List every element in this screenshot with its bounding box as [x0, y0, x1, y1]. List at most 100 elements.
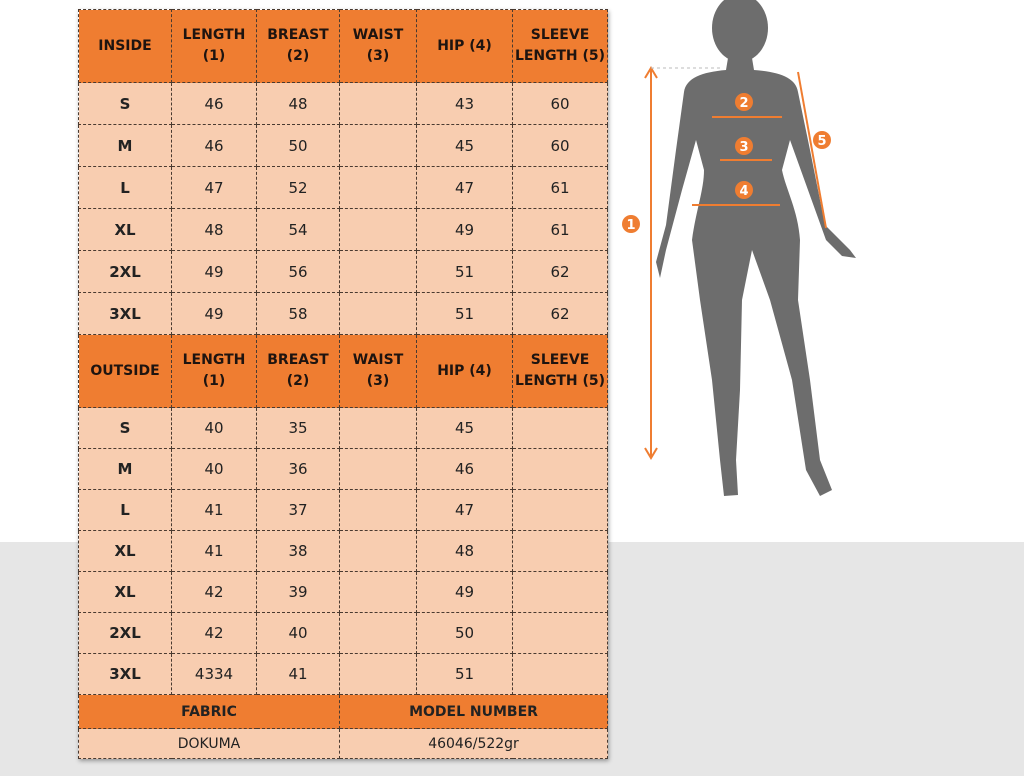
value-cell — [339, 530, 417, 572]
svg-text:5: 5 — [817, 134, 826, 149]
table-row: M 40 36 46 — [78, 448, 608, 490]
value-cell: 46 — [171, 124, 257, 167]
value-cell — [339, 571, 417, 613]
column-header: SLEEVE LENGTH (5) — [512, 334, 608, 408]
value-cell: 47 — [416, 489, 513, 531]
size-cell: L — [78, 489, 172, 531]
value-cell — [339, 166, 417, 209]
value-cell: 42 — [171, 571, 257, 613]
value-cell: 62 — [512, 292, 608, 335]
value-cell — [339, 653, 417, 695]
fabric-label: FABRIC — [78, 694, 340, 729]
value-cell: 51 — [416, 653, 513, 695]
value-cell — [339, 208, 417, 251]
column-header: BREAST (2) — [256, 9, 340, 83]
size-cell: 3XL — [78, 653, 172, 695]
size-cell: S — [78, 82, 172, 125]
value-cell: 56 — [256, 250, 340, 293]
value-cell: 43 — [416, 82, 513, 125]
svg-text:4: 4 — [739, 184, 748, 199]
value-cell: 36 — [256, 448, 340, 490]
footer-header-row: FABRIC MODEL NUMBER — [78, 694, 608, 729]
value-cell: 39 — [256, 571, 340, 613]
value-cell: 40 — [256, 612, 340, 654]
value-cell: 45 — [416, 124, 513, 167]
value-cell: 49 — [171, 250, 257, 293]
value-cell: 40 — [171, 448, 257, 490]
value-cell — [339, 124, 417, 167]
value-cell: 52 — [256, 166, 340, 209]
size-cell: XL — [78, 571, 172, 613]
value-cell: 45 — [416, 407, 513, 449]
inside-header-row: INSIDE LENGTH (1) BREAST (2) WAIST (3) HIP (… — [78, 9, 608, 83]
model-number-label: MODEL NUMBER — [339, 694, 608, 729]
value-cell: 61 — [512, 208, 608, 251]
column-header: LENGTH (1) — [171, 9, 257, 83]
size-cell: XL — [78, 530, 172, 572]
column-header: WAIST (3) — [339, 334, 417, 408]
column-header: INSIDE — [78, 9, 172, 83]
value-cell — [339, 448, 417, 490]
value-cell: 48 — [416, 530, 513, 572]
size-cell: S — [78, 407, 172, 449]
size-cell: 2XL — [78, 612, 172, 654]
value-cell — [339, 407, 417, 449]
value-cell: 37 — [256, 489, 340, 531]
table-row: XL 42 39 49 — [78, 571, 608, 613]
size-cell: M — [78, 448, 172, 490]
value-cell — [512, 530, 608, 572]
value-cell: 48 — [171, 208, 257, 251]
value-cell — [512, 653, 608, 695]
value-cell — [512, 612, 608, 654]
value-cell: 42 — [171, 612, 257, 654]
value-cell — [512, 489, 608, 531]
table-row: L 41 37 47 — [78, 489, 608, 531]
table-row: 2XL 49 56 51 62 — [78, 250, 608, 293]
svg-text:2: 2 — [739, 96, 748, 111]
column-header: OUTSIDE — [78, 334, 172, 408]
size-cell: L — [78, 166, 172, 209]
size-cell: XL — [78, 208, 172, 251]
column-header: LENGTH (1) — [171, 334, 257, 408]
value-cell: 62 — [512, 250, 608, 293]
value-cell — [339, 489, 417, 531]
value-cell: 46 — [416, 448, 513, 490]
outside-header-row: OUTSIDE LENGTH (1) BREAST (2) WAIST (3) HIP … — [78, 334, 608, 408]
value-cell: 60 — [512, 124, 608, 167]
value-cell: 51 — [416, 292, 513, 335]
value-cell: 38 — [256, 530, 340, 572]
table-row: S 40 35 45 — [78, 407, 608, 449]
value-cell: 48 — [256, 82, 340, 125]
column-header: HIP (4) — [416, 9, 513, 83]
value-cell — [339, 250, 417, 293]
value-cell: 61 — [512, 166, 608, 209]
table-row: S 46 48 43 60 — [78, 82, 608, 125]
value-cell: 49 — [416, 208, 513, 251]
value-cell: 40 — [171, 407, 257, 449]
size-cell: 2XL — [78, 250, 172, 293]
table-row: XL 48 54 49 61 — [78, 208, 608, 251]
size-cell: 3XL — [78, 292, 172, 335]
value-cell — [512, 448, 608, 490]
table-row: 3XL 49 58 51 62 — [78, 292, 608, 335]
value-cell — [512, 407, 608, 449]
value-cell: 41 — [256, 653, 340, 695]
fabric-value: DOKUMA — [78, 728, 340, 759]
measurement-arrows — [644, 66, 827, 460]
value-cell — [512, 571, 608, 613]
value-cell — [339, 612, 417, 654]
svg-text:3: 3 — [739, 140, 748, 155]
value-cell: 49 — [416, 571, 513, 613]
model-number-value: 46046/522gr — [339, 728, 608, 759]
female-silhouette — [656, 0, 856, 496]
value-cell: 50 — [256, 124, 340, 167]
value-cell: 49 — [171, 292, 257, 335]
value-cell — [339, 292, 417, 335]
column-header: WAIST (3) — [339, 9, 417, 83]
footer-value-row: DOKUMA 46046/522gr — [78, 728, 608, 759]
value-cell: 60 — [512, 82, 608, 125]
value-cell: 41 — [171, 530, 257, 572]
column-header: HIP (4) — [416, 334, 513, 408]
table-row: 2XL 42 40 50 — [78, 612, 608, 654]
column-header: BREAST (2) — [256, 334, 340, 408]
